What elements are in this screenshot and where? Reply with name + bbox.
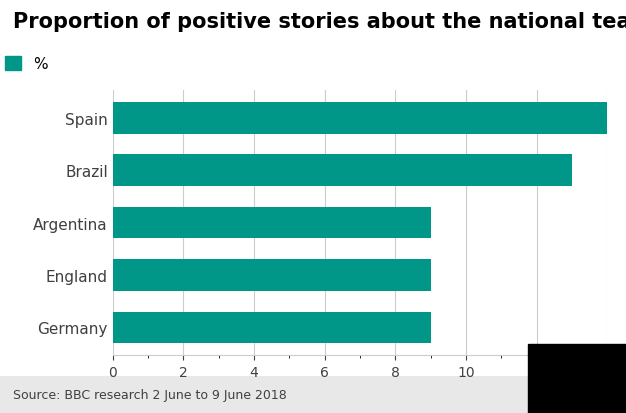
Legend: %: % bbox=[0, 51, 53, 78]
Bar bbox=[113, 312, 431, 343]
Bar bbox=[113, 207, 431, 239]
Bar bbox=[113, 103, 607, 134]
Bar bbox=[113, 260, 431, 291]
Bar bbox=[113, 155, 572, 186]
Text: Source: BBC research 2 June to 9 June 2018: Source: BBC research 2 June to 9 June 20… bbox=[13, 388, 286, 401]
Text: Proportion of positive stories about the national team: Proportion of positive stories about the… bbox=[13, 12, 626, 32]
Text: BBC: BBC bbox=[570, 385, 607, 404]
